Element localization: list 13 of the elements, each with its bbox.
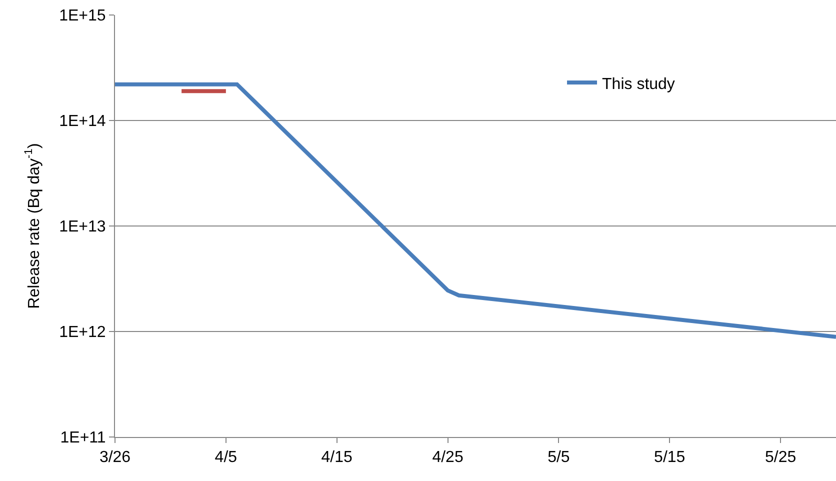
y-tick-label: 1E+14 — [59, 113, 106, 130]
y-tick-label: 1E+12 — [59, 324, 106, 342]
y-tick-label: 1E+11 — [60, 430, 106, 447]
x-tick-label: 4/15 — [321, 449, 353, 466]
x-tick-label: 5/15 — [654, 449, 686, 466]
y-tick-label: 1E+13 — [59, 218, 106, 236]
x-tick-label: 5/25 — [764, 449, 796, 466]
x-tick-label: 5/5 — [548, 449, 570, 466]
y-tick-label: 1E+15 — [59, 8, 106, 25]
legend-label: This study — [602, 76, 675, 93]
x-tick-label: 3/26 — [99, 449, 131, 466]
x-tick-label: 4/25 — [432, 449, 464, 466]
x-tick-label: 4/5 — [214, 449, 238, 466]
